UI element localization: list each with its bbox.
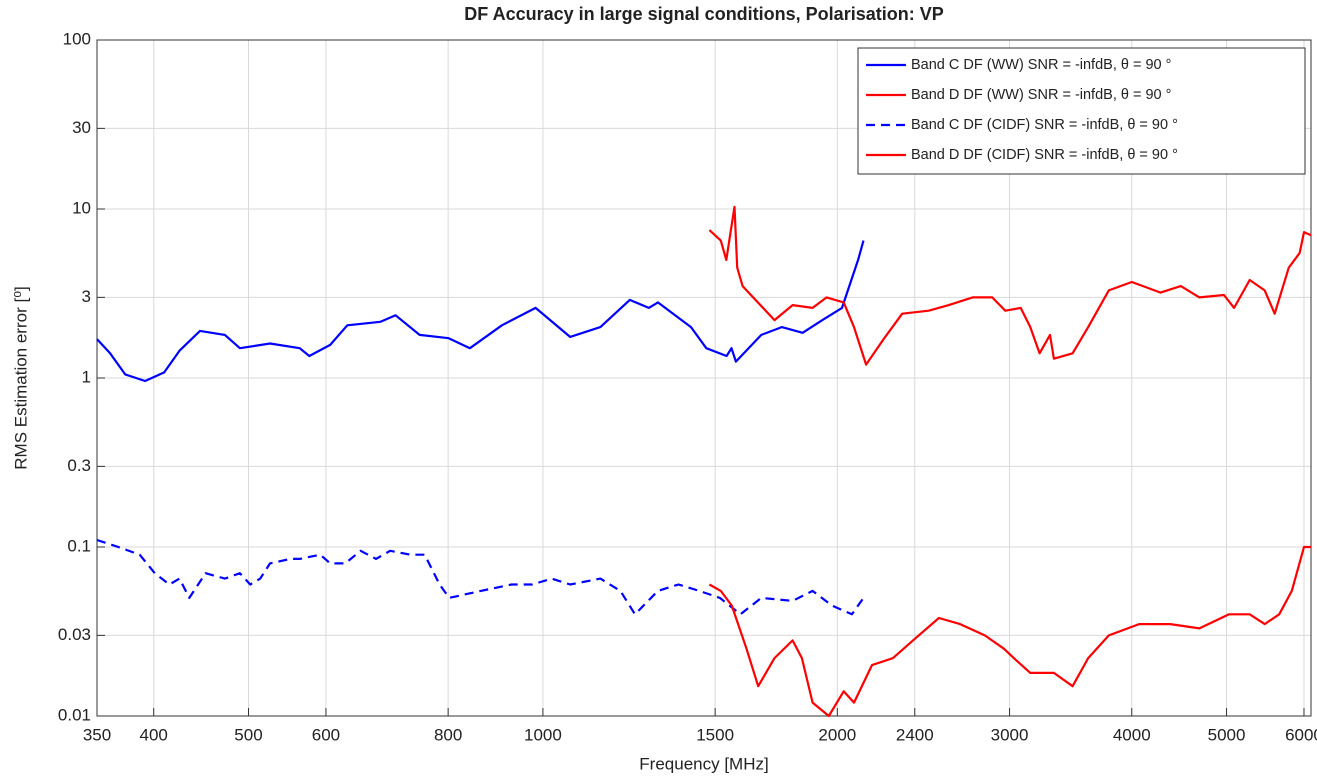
x-tick-label: 6000	[1285, 725, 1317, 744]
legend-label: Band D DF (CIDF) SNR = -infdB, θ = 90 °	[911, 147, 1178, 163]
y-tick-label: 0.1	[67, 536, 91, 555]
y-axis-label: RMS Estimation error [⁰]	[11, 286, 30, 469]
y-tick-label: 3	[82, 287, 91, 306]
chart-title: DF Accuracy in large signal conditions, …	[464, 4, 943, 24]
x-tick-label: 500	[234, 725, 262, 744]
plot-frame	[96, 39, 1312, 717]
legend-label: Band C DF (WW) SNR = -infdB, θ = 90 °	[911, 57, 1171, 73]
x-tick-label: 600	[312, 725, 340, 744]
y-tick-label: 100	[63, 29, 91, 48]
y-tick-label: 30	[72, 118, 91, 137]
y-tick-label: 10	[72, 198, 91, 217]
x-tick-label: 800	[434, 725, 462, 744]
x-tick-label: 2400	[896, 725, 934, 744]
series-line	[708, 205, 1312, 366]
series-line	[96, 240, 865, 383]
series-line	[708, 545, 1311, 718]
y-tick-label: 0.01	[58, 705, 91, 724]
legend-box	[857, 47, 1306, 175]
y-tick-label: 0.3	[67, 456, 91, 475]
x-tick-label: 4000	[1113, 725, 1151, 744]
x-tick-label: 1000	[524, 725, 562, 744]
y-tick-label: 1	[82, 367, 91, 386]
x-tick-label: 3000	[991, 725, 1029, 744]
x-tick-label: 350	[83, 725, 111, 744]
series-line	[96, 538, 865, 616]
x-tick-label: 2000	[818, 725, 856, 744]
legend-label: Band D DF (WW) SNR = -infdB, θ = 90 °	[911, 87, 1171, 103]
legend-label: Band C DF (CIDF) SNR = -infdB, θ = 90 °	[911, 117, 1178, 133]
x-tick-label: 5000	[1208, 725, 1246, 744]
x-axis-label: Frequency [MHz]	[639, 754, 768, 773]
y-tick-label: 0.03	[58, 625, 91, 644]
x-tick-label: 400	[140, 725, 168, 744]
x-tick-label: 1500	[696, 725, 734, 744]
